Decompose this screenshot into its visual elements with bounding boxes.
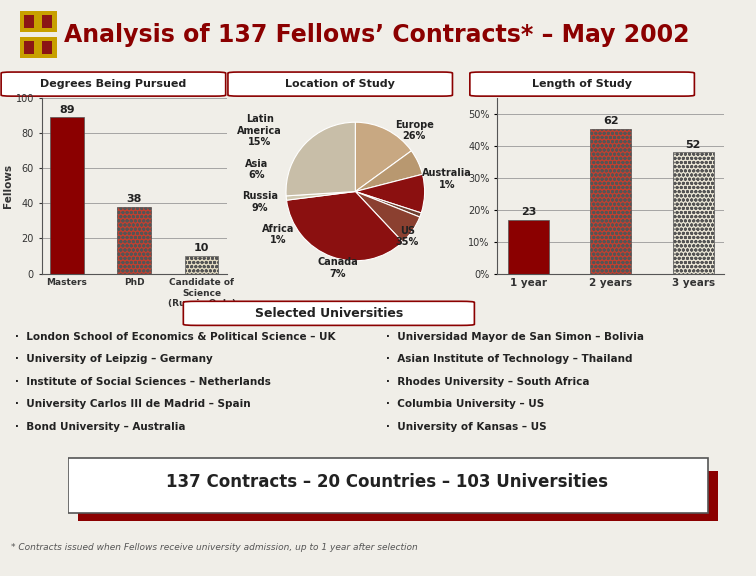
Text: Africa
1%: Africa 1%	[262, 223, 294, 245]
Wedge shape	[287, 191, 403, 261]
Text: Location of Study: Location of Study	[285, 79, 395, 89]
Bar	[50, 118, 84, 274]
Wedge shape	[355, 191, 421, 217]
Text: Russia
9%: Russia 9%	[242, 191, 277, 213]
Y-axis label: Fellows: Fellows	[3, 164, 13, 208]
Wedge shape	[287, 191, 355, 200]
Bar	[38, 37, 57, 58]
Bar	[42, 41, 52, 54]
Wedge shape	[355, 175, 425, 213]
Bar	[38, 11, 57, 32]
FancyBboxPatch shape	[469, 72, 695, 96]
Bar	[78, 471, 718, 521]
Text: Selected Universities: Selected Universities	[255, 307, 403, 320]
Text: Europe
26%: Europe 26%	[395, 120, 434, 141]
Text: * Contracts issued when Fellows receive university admission, up to 1 year after: * Contracts issued when Fellows receive …	[11, 543, 418, 552]
Text: ·  Universidad Mayor de San Simon – Bolivia: · Universidad Mayor de San Simon – Boliv…	[386, 332, 643, 342]
Text: Analysis of 137 Fellows’ Contracts* – May 2002: Analysis of 137 Fellows’ Contracts* – Ma…	[64, 22, 689, 47]
Wedge shape	[355, 191, 420, 242]
Text: Length of Study: Length of Study	[532, 79, 632, 89]
Wedge shape	[355, 151, 423, 191]
Bar	[20, 37, 38, 58]
Bar	[673, 152, 714, 274]
Text: 89: 89	[59, 105, 75, 115]
Bar	[68, 458, 708, 513]
Text: ·  University of Leipzig – Germany: · University of Leipzig – Germany	[15, 354, 213, 364]
Bar	[590, 129, 631, 274]
Bar	[24, 16, 34, 28]
Text: Australia
1%: Australia 1%	[422, 168, 472, 190]
Text: Degrees Being Pursued: Degrees Being Pursued	[40, 79, 187, 89]
Text: ·  Bond University – Australia: · Bond University – Australia	[15, 422, 186, 431]
Bar	[184, 256, 218, 274]
Text: ·  University of Kansas – US: · University of Kansas – US	[386, 422, 546, 431]
Text: Canada
7%: Canada 7%	[318, 257, 358, 279]
Text: 38: 38	[126, 194, 142, 204]
Text: US
35%: US 35%	[395, 226, 419, 247]
Text: ·  Institute of Social Sciences – Netherlands: · Institute of Social Sciences – Netherl…	[15, 377, 271, 386]
Bar	[508, 220, 549, 274]
Text: ·  University Carlos III de Madrid – Spain: · University Carlos III de Madrid – Spai…	[15, 399, 251, 409]
Text: ·  Columbia University – US: · Columbia University – US	[386, 399, 544, 409]
Bar	[20, 11, 38, 32]
Bar	[24, 41, 34, 54]
Text: Latin
America
15%: Latin America 15%	[237, 114, 282, 147]
Bar	[42, 16, 52, 28]
Text: 23: 23	[521, 207, 536, 217]
Text: 137 Contracts – 20 Countries – 103 Universities: 137 Contracts – 20 Countries – 103 Unive…	[166, 473, 608, 491]
Text: 62: 62	[603, 116, 618, 126]
Text: 52: 52	[686, 139, 701, 150]
FancyBboxPatch shape	[228, 72, 452, 96]
Bar	[117, 207, 151, 274]
Wedge shape	[355, 122, 411, 191]
Text: ·  Rhodes University – South Africa: · Rhodes University – South Africa	[386, 377, 589, 386]
FancyBboxPatch shape	[1, 72, 226, 96]
Text: ·  Asian Institute of Technology – Thailand: · Asian Institute of Technology – Thaila…	[386, 354, 632, 364]
Wedge shape	[286, 122, 355, 196]
FancyBboxPatch shape	[183, 301, 475, 325]
Text: 10: 10	[194, 244, 209, 253]
Text: Asia
6%: Asia 6%	[245, 158, 268, 180]
Text: ·  London School of Economics & Political Science – UK: · London School of Economics & Political…	[15, 332, 336, 342]
